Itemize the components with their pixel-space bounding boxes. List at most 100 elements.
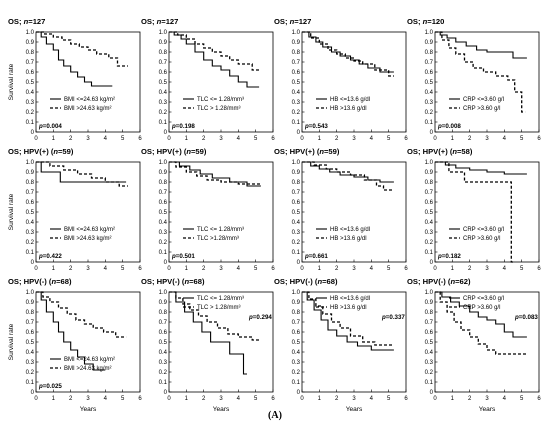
y-tick-label: 0.5 xyxy=(425,340,434,346)
panel-title: OS; n=127 xyxy=(274,17,311,26)
y-tick-label: 0.3 xyxy=(425,100,434,106)
y-tick-label: 0.8 xyxy=(26,310,35,316)
x-tick-label: 2 xyxy=(202,136,206,142)
panel-title: OS; HPV(+) (n=58) xyxy=(407,147,473,156)
x-tick-label: 6 xyxy=(271,396,275,402)
series-line-1 xyxy=(36,31,113,87)
x-tick-label: 1 xyxy=(451,266,455,272)
legend-label: CRP <=3.60 g/l xyxy=(463,227,504,233)
y-tick-label: 0.5 xyxy=(425,80,434,86)
y-tick-label: 0.7 xyxy=(425,320,434,326)
y-tick-label: 1.0 xyxy=(26,290,35,296)
y-tick-label: 0 xyxy=(297,130,301,136)
y-tick-label: 0.9 xyxy=(159,40,168,46)
plot-frame xyxy=(168,161,274,263)
plot-frame xyxy=(434,161,540,263)
series-line-2 xyxy=(36,161,128,187)
x-tick-label: 2 xyxy=(69,396,73,402)
x-tick-label: 2 xyxy=(335,396,339,402)
plot-frame xyxy=(434,31,540,133)
x-tick-label: 6 xyxy=(537,396,541,402)
y-tick-label: 0 xyxy=(164,390,168,396)
p-value: p=0.501 xyxy=(171,253,195,260)
p-value: p=0.182 xyxy=(437,253,461,260)
y-tick-label: 0.4 xyxy=(159,350,168,356)
x-tick-label: 3 xyxy=(86,396,90,402)
y-tick-label: 0.2 xyxy=(159,240,168,246)
legend-label: TLC > 1.28/mm³ xyxy=(197,305,241,311)
y-tick-label: 0.7 xyxy=(26,190,35,196)
legend-label: TLC <= 1.28/mm³ xyxy=(197,296,244,302)
x-tick-label: 2 xyxy=(468,136,472,142)
km-panel-3: OS; n=127 0 0.1 0.2 0.3 0.4 0.5 0.6 0.7 0.8 0.9 1.0… xyxy=(274,17,408,142)
y-tick-label: 0.5 xyxy=(159,80,168,86)
y-tick-label: 0.3 xyxy=(425,230,434,236)
km-panel-6: OS; HPV(+) (n=59) 0 0.1 0.2 0.3 0.4 0.5 0.6 0.7 0… xyxy=(141,147,275,272)
y-tick-label: 0.6 xyxy=(425,200,434,206)
p-value: p=0.004 xyxy=(38,123,62,130)
y-tick-label: 0.6 xyxy=(292,200,301,206)
series-line-1 xyxy=(169,161,261,187)
km-panel-1: OS; n=127 0 0.1 0.2 0.3 0.4 0.5 0.6 0.7 0.8 0.9 1.0… xyxy=(8,17,142,142)
y-tick-label: 0.2 xyxy=(159,110,168,116)
series-line-2 xyxy=(302,291,394,346)
y-tick-label: 0.4 xyxy=(292,90,301,96)
x-tick-label: 1 xyxy=(318,136,322,142)
y-tick-label: 0.9 xyxy=(159,170,168,176)
p-value: p=0.422 xyxy=(38,253,62,260)
y-tick-label: 0.4 xyxy=(159,90,168,96)
y-tick-label: 0.9 xyxy=(292,300,301,306)
y-tick-label: 0.3 xyxy=(292,100,301,106)
y-tick-label: 0.5 xyxy=(425,210,434,216)
panel-title: OS; HPV(-) (n=68) xyxy=(8,277,72,286)
y-tick-label: 0.3 xyxy=(292,230,301,236)
km-panel-11: OS; HPV(-) (n=68) 0 0.1 0.2 0.3 0.4 0.5 0.6 0.7 0… xyxy=(274,277,408,413)
x-tick-label: 4 xyxy=(104,136,108,142)
y-tick-label: 0.9 xyxy=(159,300,168,306)
x-tick-label: 0 xyxy=(433,136,437,142)
x-tick-label: 0 xyxy=(433,266,437,272)
legend-label: CRP <=3.60 g/l xyxy=(463,296,504,302)
y-tick-label: 0.7 xyxy=(159,190,168,196)
x-tick-label: 5 xyxy=(387,266,391,272)
y-tick-label: 0.6 xyxy=(425,70,434,76)
x-axis-title: Years xyxy=(479,406,496,413)
panel-title: OS; n=127 xyxy=(8,17,45,26)
y-tick-label: 0.4 xyxy=(425,220,434,226)
y-tick-label: 0.9 xyxy=(425,170,434,176)
y-tick-label: 0.2 xyxy=(26,370,35,376)
series-line-1 xyxy=(169,31,260,88)
y-tick-label: 0.9 xyxy=(425,300,434,306)
series-line-2 xyxy=(435,161,513,263)
x-tick-label: 6 xyxy=(404,266,408,272)
y-tick-label: 0.5 xyxy=(26,340,35,346)
y-tick-label: 1.0 xyxy=(425,160,434,166)
x-axis-title: Years xyxy=(346,406,363,413)
y-tick-label: 1.0 xyxy=(159,30,168,36)
panel-title: OS; n=120 xyxy=(407,17,444,26)
y-tick-label: 0.9 xyxy=(26,40,35,46)
panel-title: OS; HPV(+) (n=59) xyxy=(141,147,207,156)
y-tick-label: 0.4 xyxy=(425,350,434,356)
y-tick-label: 0.3 xyxy=(26,360,35,366)
y-tick-label: 0.7 xyxy=(425,190,434,196)
plot-frame xyxy=(35,161,141,263)
y-tick-label: 0.7 xyxy=(159,60,168,66)
y-tick-label: 1.0 xyxy=(292,290,301,296)
x-tick-label: 4 xyxy=(370,266,374,272)
legend-label: BMI <=24.63 kg/m² xyxy=(64,227,115,233)
x-tick-label: 0 xyxy=(167,136,171,142)
x-tick-label: 3 xyxy=(86,266,90,272)
legend-label: HB >13.6 g/dl xyxy=(330,236,367,242)
y-tick-label: 0.7 xyxy=(292,60,301,66)
x-axis-title: Years xyxy=(213,406,230,413)
y-tick-label: 0.7 xyxy=(292,320,301,326)
legend-label: HB <=13.6 g/dl xyxy=(330,227,370,233)
y-axis-title: Survival rate xyxy=(8,193,15,230)
x-tick-label: 0 xyxy=(34,396,38,402)
y-tick-label: 0.4 xyxy=(292,350,301,356)
x-tick-label: 5 xyxy=(254,266,258,272)
y-tick-label: 0 xyxy=(164,260,168,266)
x-tick-label: 5 xyxy=(121,136,125,142)
